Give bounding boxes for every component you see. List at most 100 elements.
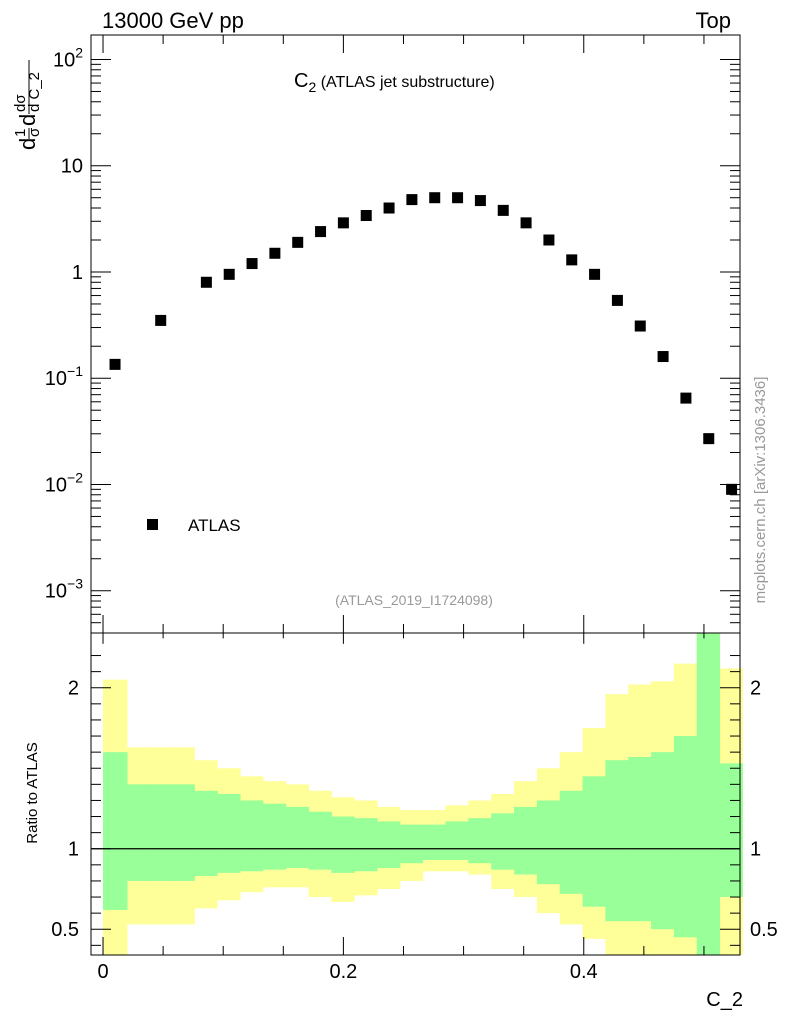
main-ytick-base-0: 10 [45,581,67,603]
ratio-ytick-label-right-0: 0.5 [750,919,778,941]
ylabel-dc2: d C_2 [26,72,43,112]
data-point-12 [429,192,441,204]
main-ytick-label-1: 10−2 [45,469,83,496]
stat-band-bin-5 [217,794,241,873]
stat-band-bin-23 [628,756,652,922]
data-point-20 [611,294,623,306]
data-point-17 [543,234,555,246]
data-point-14 [474,195,486,207]
main-ytick-label-0: 10−3 [45,576,83,603]
stat-band-bin-14 [422,824,447,861]
data-point-4 [246,258,258,270]
stat-band-bin-20 [559,790,584,894]
title-description: (ATLAS jet substructure) [316,74,494,91]
main-ytick-label-3: 1 [72,262,83,284]
header-energy-label: 13000 GeV pp [102,8,244,33]
stat-band-bin-24 [651,752,675,930]
data-point-7 [315,226,327,238]
stat-band-bin-7 [262,803,287,870]
ratio-ytick-label-right-2: 2 [750,678,761,700]
stat-band-bin-8 [285,806,310,869]
title-symbol: C [294,70,308,92]
data-point-9 [360,210,372,222]
data-point-10 [383,202,395,214]
ylabel-sigma: σ [26,127,43,137]
ylabel-d2: d [15,114,40,126]
data-point-8 [337,217,349,229]
data-point-3 [223,268,235,280]
ylabel-dsigma: dσ [12,94,29,112]
main-ytick-base-5: 10 [53,49,75,71]
stat-band-bin-16 [468,818,492,864]
data-point-24 [703,433,715,445]
data-point-23 [680,392,692,404]
data-point-1 [155,314,167,326]
main-ytick-label-4: 10 [61,156,83,178]
main-frame [90,34,741,634]
stat-band-bin-19 [536,800,561,885]
data-point-13 [452,192,464,204]
legend-label: ATLAS [188,516,241,535]
stat-band-bin-1 [127,784,150,881]
stat-band-bin-11 [354,818,378,872]
main-ytick-label-2: 10−1 [45,363,83,390]
data-point-2 [200,276,212,288]
stat-band-bin-0 [103,752,128,910]
ratio-bands-layer [91,633,743,955]
data-point-15 [497,204,509,216]
side-watermark: mcplots.cern.ch [arXiv:1306.3436] [752,377,769,604]
legend-marker [147,519,158,530]
ratio-ytick-label-right-1: 1 [750,839,761,861]
stat-band-bin-26 [696,633,721,955]
stat-band-bin-18 [514,806,538,875]
title-subscript: 2 [308,79,316,95]
data-point-19 [589,268,601,280]
main-ytick-base-2: 10 [45,368,67,390]
main-plot-title: C2 (ATLAS jet substructure) [294,70,495,95]
data-point-11 [406,194,418,206]
x-tick-label-1: 0.2 [329,961,357,983]
x-axis-label: C_2 [706,989,743,1011]
main-ytick-exp-0: −3 [67,576,83,592]
main-ytick-base-1: 10 [45,474,67,496]
stat-band-bin-2 [148,784,173,881]
data-point-16 [520,217,532,229]
stat-band-bin-4 [194,790,218,877]
mcplots-citation: mcplots.cern.ch [arXiv:1306.3436] [752,377,769,604]
stat-band-bin-22 [605,760,629,922]
ylabel-d1: d [15,138,40,150]
data-point-21 [634,320,646,332]
ratio-ytick-label-left-1: 1 [68,839,79,861]
stat-band-bin-12 [377,821,401,869]
main-ytick-exp-5: 2 [75,44,83,60]
stat-band-bin-27 [719,763,743,898]
stat-band-bin-17 [491,813,515,870]
analysis-tag: (ATLAS_2019_I1724098) [335,592,493,608]
stat-band-bin-6 [240,800,264,872]
main-ytick-label-5: 102 [53,44,83,71]
stat-band-bin-21 [582,776,606,907]
stat-band-bin-25 [673,736,698,938]
ratio-frame [90,632,741,956]
ylabel-one: 1 [12,129,29,137]
stat-band-bin-13 [399,824,424,864]
stat-band-bin-3 [171,784,195,881]
stat-band-bin-15 [445,821,469,861]
x-tick-label-0: 0 [97,961,108,983]
ratio-ylabel-group: Ratio to ATLAS [24,742,41,843]
header-process-label: Top [696,8,731,33]
stat-band-bin-9 [308,811,332,870]
main-plot-data-layer [109,192,738,495]
main-ytick-exp-2: −1 [67,363,83,379]
main-ytick-exp-1: −2 [67,469,83,485]
stat-band-bin-10 [331,816,355,873]
ratio-ytick-label-left-0: 0.5 [51,919,79,941]
x-tick-label-2: 0.4 [570,961,598,983]
data-point-5 [269,247,281,259]
data-point-22 [657,351,669,363]
ratio-ylabel: Ratio to ATLAS [24,742,41,843]
main-ylabel: d 1 σ d dσ d C_2 [12,60,43,150]
data-point-0 [109,358,121,370]
